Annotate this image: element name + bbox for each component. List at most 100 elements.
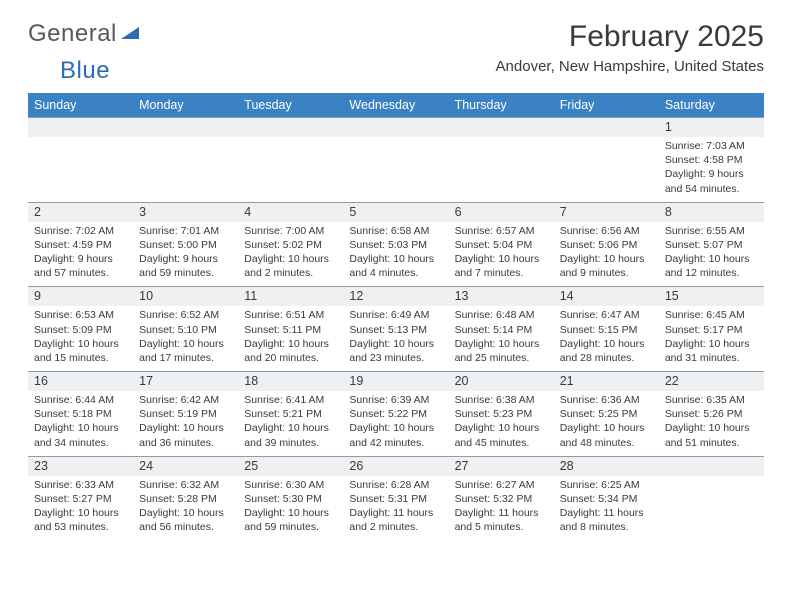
day-number: 20 [449, 372, 554, 391]
day-number [343, 118, 448, 137]
day-details: Sunrise: 6:53 AMSunset: 5:09 PMDaylight:… [28, 306, 133, 371]
day-line: Sunrise: 6:53 AM [34, 308, 127, 322]
day-2: 2Sunrise: 7:02 AMSunset: 4:59 PMDaylight… [28, 202, 133, 287]
day-line: Sunset: 5:17 PM [665, 323, 758, 337]
day-details: Sunrise: 6:41 AMSunset: 5:21 PMDaylight:… [238, 391, 343, 456]
day-number: 16 [28, 372, 133, 391]
day-number: 6 [449, 203, 554, 222]
day-3: 3Sunrise: 7:01 AMSunset: 5:00 PMDaylight… [133, 202, 238, 287]
day-line: Sunset: 5:26 PM [665, 407, 758, 421]
dow-saturday: Saturday [659, 93, 764, 117]
day-line: Sunrise: 7:01 AM [139, 224, 232, 238]
day-details: Sunrise: 6:58 AMSunset: 5:03 PMDaylight:… [343, 222, 448, 287]
day-4: 4Sunrise: 7:00 AMSunset: 5:02 PMDaylight… [238, 202, 343, 287]
day-22: 22 Sunrise: 6:35 AMSunset: 5:26 PMDayligh… [659, 371, 764, 456]
day-line: and 56 minutes. [139, 520, 232, 534]
day-number: 9 [28, 287, 133, 306]
day-details: Sunrise: 7:03 AMSunset: 4:58 PMDaylight:… [659, 137, 764, 202]
dow-sunday: Sunday [28, 93, 133, 117]
day-line: Daylight: 10 hours [244, 337, 337, 351]
day-details: Sunrise: 6:32 AMSunset: 5:28 PMDaylight:… [133, 476, 238, 541]
day-26: 26Sunrise: 6:28 AMSunset: 5:31 PMDayligh… [343, 456, 448, 541]
day-number: 23 [28, 457, 133, 476]
day-details: Sunrise: 6:56 AMSunset: 5:06 PMDaylight:… [554, 222, 659, 287]
day-line: Sunset: 5:10 PM [139, 323, 232, 337]
day-line: Daylight: 10 hours [244, 252, 337, 266]
day-17: 17Sunrise: 6:42 AMSunset: 5:19 PMDayligh… [133, 371, 238, 456]
day-line: Daylight: 9 hours [34, 252, 127, 266]
day-details: Sunrise: 7:01 AMSunset: 5:00 PMDaylight:… [133, 222, 238, 287]
day-number: 5 [343, 203, 448, 222]
day-line: Daylight: 10 hours [244, 506, 337, 520]
day-12: 12Sunrise: 6:49 AMSunset: 5:13 PMDayligh… [343, 286, 448, 371]
day-line: Sunrise: 6:58 AM [349, 224, 442, 238]
day-line: and 17 minutes. [139, 351, 232, 365]
day-23: 23Sunrise: 6:33 AMSunset: 5:27 PMDayligh… [28, 456, 133, 541]
day-24: 24Sunrise: 6:32 AMSunset: 5:28 PMDayligh… [133, 456, 238, 541]
day-line: Sunset: 5:31 PM [349, 492, 442, 506]
day-line: Daylight: 11 hours [560, 506, 653, 520]
day-line: and 15 minutes. [34, 351, 127, 365]
day-20: 20Sunrise: 6:38 AMSunset: 5:23 PMDayligh… [449, 371, 554, 456]
day-line: Sunrise: 6:35 AM [665, 393, 758, 407]
day-empty [238, 117, 343, 202]
day-line: Sunrise: 6:42 AM [139, 393, 232, 407]
day-line: Sunrise: 7:03 AM [665, 139, 758, 153]
day-number: 4 [238, 203, 343, 222]
day-line: Daylight: 10 hours [349, 421, 442, 435]
day-8: 8Sunrise: 6:55 AMSunset: 5:07 PMDaylight… [659, 202, 764, 287]
day-line: Sunrise: 6:56 AM [560, 224, 653, 238]
day-line: Sunrise: 6:45 AM [665, 308, 758, 322]
day-empty [133, 117, 238, 202]
day-line: Sunrise: 6:27 AM [455, 478, 548, 492]
day-line: Sunrise: 6:32 AM [139, 478, 232, 492]
day-line: Sunset: 4:59 PM [34, 238, 127, 252]
day-line: and 25 minutes. [455, 351, 548, 365]
day-11: 11Sunrise: 6:51 AMSunset: 5:11 PMDayligh… [238, 286, 343, 371]
day-line: Daylight: 9 hours [665, 167, 758, 181]
day-empty [449, 117, 554, 202]
day-line: Sunset: 4:58 PM [665, 153, 758, 167]
dow-thursday: Thursday [449, 93, 554, 117]
day-line: Daylight: 10 hours [665, 421, 758, 435]
day-details [133, 137, 238, 145]
day-number: 19 [343, 372, 448, 391]
day-number: 8 [659, 203, 764, 222]
day-27: 27Sunrise: 6:27 AMSunset: 5:32 PMDayligh… [449, 456, 554, 541]
day-line: Sunset: 5:18 PM [34, 407, 127, 421]
day-line: Sunset: 5:25 PM [560, 407, 653, 421]
day-number [133, 118, 238, 137]
day-25: 25Sunrise: 6:30 AMSunset: 5:30 PMDayligh… [238, 456, 343, 541]
day-line: Sunrise: 6:30 AM [244, 478, 337, 492]
day-16: 16Sunrise: 6:44 AMSunset: 5:18 PMDayligh… [28, 371, 133, 456]
day-line: Daylight: 10 hours [560, 337, 653, 351]
location: Andover, New Hampshire, United States [496, 58, 764, 75]
day-line: and 45 minutes. [455, 436, 548, 450]
day-number: 13 [449, 287, 554, 306]
day-number: 1 [659, 118, 764, 137]
day-line: Sunset: 5:23 PM [455, 407, 548, 421]
day-details [554, 137, 659, 145]
day-18: 18Sunrise: 6:41 AMSunset: 5:21 PMDayligh… [238, 371, 343, 456]
day-line: Sunset: 5:00 PM [139, 238, 232, 252]
day-number: 22 [659, 372, 764, 391]
day-line: Daylight: 10 hours [665, 252, 758, 266]
day-1: 1Sunrise: 7:03 AMSunset: 4:58 PMDaylight… [659, 117, 764, 202]
day-line: and 28 minutes. [560, 351, 653, 365]
day-details: Sunrise: 6:49 AMSunset: 5:13 PMDaylight:… [343, 306, 448, 371]
day-number: 24 [133, 457, 238, 476]
day-details: Sunrise: 6:39 AMSunset: 5:22 PMDaylight:… [343, 391, 448, 456]
day-line: Sunrise: 6:57 AM [455, 224, 548, 238]
logo-triangle-icon [119, 20, 141, 48]
day-details: Sunrise: 6:45 AMSunset: 5:17 PMDaylight:… [659, 306, 764, 371]
day-line: Sunset: 5:19 PM [139, 407, 232, 421]
day-line: and 20 minutes. [244, 351, 337, 365]
day-line: Daylight: 10 hours [34, 421, 127, 435]
day-number: 17 [133, 372, 238, 391]
dow-monday: Monday [133, 93, 238, 117]
day-line: Sunset: 5:30 PM [244, 492, 337, 506]
day-details: Sunrise: 6:55 AMSunset: 5:07 PMDaylight:… [659, 222, 764, 287]
day-line: Sunrise: 6:36 AM [560, 393, 653, 407]
day-number: 15 [659, 287, 764, 306]
day-line: Daylight: 10 hours [349, 252, 442, 266]
